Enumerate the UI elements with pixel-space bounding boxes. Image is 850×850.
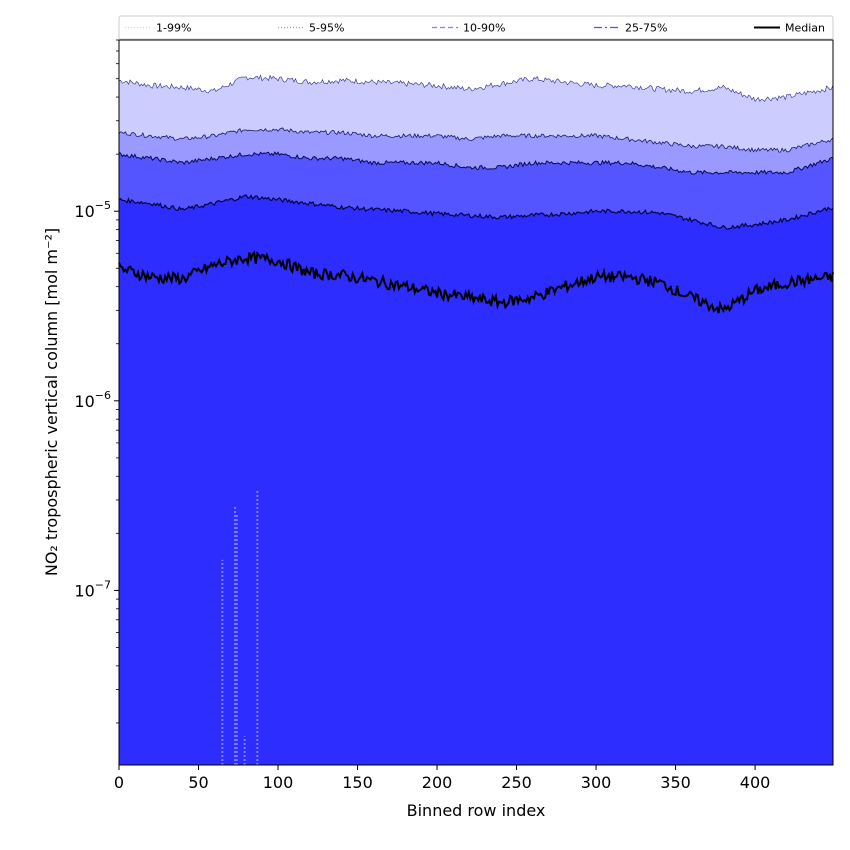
y-tick-label: 10−7: [74, 578, 111, 600]
x-tick-label: 150: [342, 773, 373, 792]
line-90-percentile: [118, 151, 834, 176]
legend-label: 5-95%: [309, 22, 344, 35]
x-tick-label: 250: [501, 773, 532, 792]
legend-box: [118, 15, 834, 40]
y-tick-label: 10−6: [74, 389, 111, 411]
x-tick-label: 400: [740, 773, 771, 792]
x-tick-label: 0: [114, 773, 124, 792]
x-tick-label: 350: [660, 773, 691, 792]
plot-area: [118, 39, 834, 766]
legend-label: Median: [785, 22, 825, 35]
legend-label: 25-75%: [625, 22, 667, 35]
y-axis: 10−7 10−6 10−5: [74, 39, 119, 724]
y-axis-label: NO₂ tropospheric vertical column [mol m⁻…: [42, 228, 61, 576]
y-tick-label: 10−5: [74, 199, 111, 221]
line-95-percentile: [118, 127, 834, 153]
plot-frame: [118, 39, 834, 766]
line-75-percentile: [118, 194, 834, 230]
legend: 1-99% 5-95% 10-90% 25-75% Median: [118, 15, 834, 40]
x-tick-label: 100: [263, 773, 294, 792]
x-tick-label: 200: [422, 773, 453, 792]
line-median: [118, 250, 834, 314]
x-tick-label: 300: [581, 773, 612, 792]
band-inner: [119, 195, 833, 766]
x-axis-label: Binned row index: [407, 801, 546, 820]
line-99-percentile: [118, 74, 834, 103]
legend-label: 1-99%: [156, 22, 191, 35]
x-axis: 0 50 100 150 200 250 300 350 400: [114, 765, 770, 792]
legend-label: 10-90%: [463, 22, 505, 35]
x-tick-label: 50: [188, 773, 208, 792]
